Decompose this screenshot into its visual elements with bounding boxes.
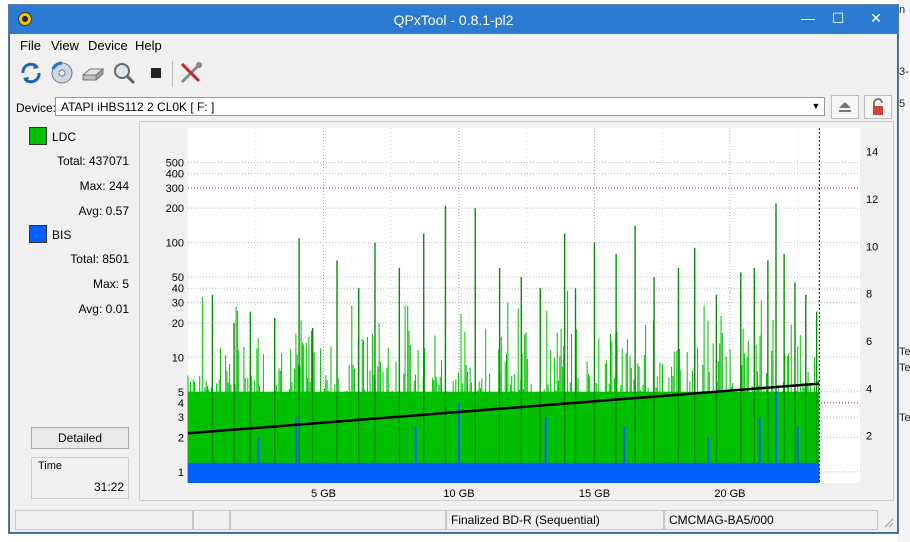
y-left-tick-label: 300: [166, 183, 184, 195]
status-cell-empty: [230, 510, 446, 530]
x-tick-label: 5 GB: [311, 488, 336, 500]
y-right-tick-label: 12: [866, 194, 878, 206]
x-tick-label: 15 GB: [579, 488, 610, 500]
y-left-tick-label: 40: [172, 283, 184, 295]
y-right-tick-label: 2: [866, 431, 872, 443]
ldc-color-swatch: [29, 127, 47, 145]
bis-bar: [188, 462, 820, 483]
y-right-tick-label: 4: [866, 383, 872, 395]
resize-grip-icon[interactable]: [884, 518, 894, 528]
y-left-tick-label: 400: [166, 169, 184, 181]
ldc-label: LDC: [52, 130, 77, 144]
menu-file[interactable]: File: [20, 38, 41, 53]
desktop-text-fragment: 3-: [899, 66, 909, 78]
disc-type-status: Finalized BD-R (Sequential): [446, 510, 664, 530]
app-logo-icon: [18, 12, 32, 26]
chevron-down-icon[interactable]: ▼: [811, 101, 821, 111]
x-tick-label: 10 GB: [443, 488, 474, 500]
chart-panel: 1 2 3 4 5 10 20 30 40 50 100 200 300 400 500 2 4 6 8 10 12 14…: [139, 121, 894, 501]
status-bar: Finalized BD-R (Sequential) CMCMAG-BA5/0…: [9, 509, 898, 531]
speed-line: [187, 382, 820, 435]
bis-total: Total: 8501: [70, 252, 129, 266]
menu-view[interactable]: View: [51, 38, 79, 53]
time-label: Time: [38, 460, 63, 472]
ldc-bis-chart: 1234510203040501002003004005002468101214…: [166, 128, 878, 500]
desktop-text-fragment: Te: [899, 412, 910, 424]
device-value: ATAPI iHBS112 2 CL0K [ F: ]: [61, 100, 215, 114]
y-right-tick-label: 14: [866, 147, 878, 159]
menu-device[interactable]: Device: [88, 38, 128, 53]
menu-help[interactable]: Help: [135, 38, 162, 53]
detailed-button[interactable]: Detailed: [31, 427, 129, 449]
search-icon[interactable]: [111, 60, 137, 86]
maximize-button[interactable]: ☐: [831, 10, 845, 26]
y-left-tick-label: 20: [172, 318, 184, 330]
toolbar: [9, 57, 898, 91]
y-right-tick-label: 6: [866, 336, 872, 348]
y-left-tick-label: 200: [166, 203, 184, 215]
drive-info-icon[interactable]: [80, 60, 106, 86]
toolbar-separator: [172, 61, 173, 87]
desktop-text-fragment: Te: [899, 362, 910, 374]
y-right-tick-label: 8: [866, 289, 872, 301]
y-left-tick-label: 30: [172, 298, 184, 310]
y-right-tick-label: 10: [866, 241, 878, 253]
window-title: QPxTool - 0.8.1-pl2: [393, 12, 514, 28]
bis-label: BIS: [52, 228, 72, 242]
y-left-tick-label: 500: [166, 158, 184, 170]
y-left-tick-label: 5: [178, 387, 184, 399]
bis-color-swatch: [29, 225, 47, 243]
disc-scan-icon[interactable]: [49, 60, 75, 86]
media-id-status: CMCMAG-BA5/000: [664, 510, 878, 530]
refresh-icon[interactable]: [18, 60, 44, 86]
y-left-tick-label: 100: [166, 238, 184, 250]
desktop-text-fragment: Te: [899, 346, 910, 358]
y-left-tick-label: 1: [178, 467, 184, 479]
y-left-tick-label: 50: [172, 272, 184, 284]
status-cell-empty: [15, 510, 193, 530]
app-window: QPxTool - 0.8.1-pl2 — ☐ ✕ File View Devi…: [8, 4, 899, 534]
stop-icon[interactable]: [143, 60, 169, 86]
lock-button[interactable]: [864, 95, 892, 119]
title-bar[interactable]: QPxTool - 0.8.1-pl2 — ☐ ✕: [9, 5, 898, 34]
device-row: Device: ATAPI iHBS112 2 CL0K [ F: ] ▼: [9, 93, 898, 119]
y-left-tick-label: 2: [178, 432, 184, 444]
time-box: Time 31:22: [31, 457, 129, 499]
eject-button[interactable]: [831, 95, 859, 119]
desktop-text-fragment: n: [899, 4, 906, 16]
bis-max: Max: 5: [92, 277, 129, 291]
y-left-tick-label: 4: [178, 398, 184, 410]
ldc-max: Max: 244: [79, 179, 129, 193]
ldc-total: Total: 437071: [56, 154, 129, 168]
bis-avg: Avg: 0.01: [78, 302, 129, 316]
stats-panel: LDC Total: 437071 Max: 244 Avg: 0.57 BIS…: [27, 121, 135, 501]
close-button[interactable]: ✕: [870, 10, 882, 26]
desktop-text-fragment: 5: [899, 98, 906, 110]
ldc-avg: Avg: 0.57: [78, 204, 129, 218]
minimize-button[interactable]: —: [801, 10, 815, 26]
desktop-background: n 3- 5 Te Te Te: [897, 0, 910, 542]
y-left-tick-label: 3: [178, 412, 184, 424]
time-value: 31:22: [93, 480, 124, 494]
device-label: Device:: [16, 101, 57, 115]
menu-bar: File View Device Help: [9, 35, 898, 55]
tools-icon[interactable]: [178, 60, 204, 86]
device-select[interactable]: ATAPI iHBS112 2 CL0K [ F: ] ▼: [55, 97, 825, 116]
status-cell-empty: [193, 510, 230, 530]
y-left-tick-label: 10: [172, 352, 184, 364]
x-tick-label: 20 GB: [714, 488, 745, 500]
